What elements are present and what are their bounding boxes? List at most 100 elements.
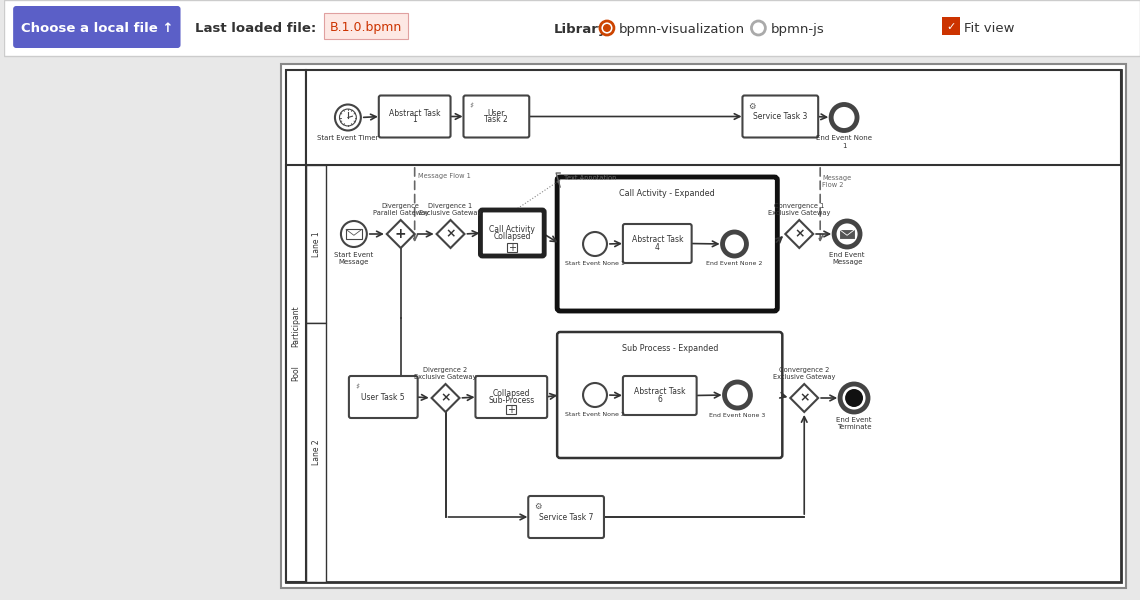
FancyBboxPatch shape	[557, 332, 782, 458]
Circle shape	[845, 389, 863, 407]
Bar	[5, 0, 1140, 56]
Circle shape	[840, 384, 868, 412]
Text: Start Event Timer: Start Event Timer	[317, 136, 378, 142]
Text: ✓: ✓	[946, 22, 955, 32]
Text: Exclusive Gateway: Exclusive Gateway	[768, 210, 830, 216]
Circle shape	[600, 21, 614, 35]
Circle shape	[725, 382, 750, 408]
Text: Library:: Library:	[554, 22, 613, 35]
Text: ⚙: ⚙	[749, 101, 756, 110]
Polygon shape	[785, 220, 813, 248]
Circle shape	[335, 104, 361, 130]
Text: Start Event None 1: Start Event None 1	[565, 261, 625, 266]
Circle shape	[583, 232, 606, 256]
Text: End Event None: End Event None	[816, 136, 872, 142]
FancyBboxPatch shape	[557, 177, 777, 311]
Text: 1: 1	[413, 115, 417, 124]
Circle shape	[341, 221, 367, 247]
FancyBboxPatch shape	[475, 376, 547, 418]
Text: Terminate: Terminate	[837, 424, 871, 430]
Text: Service Task 7: Service Task 7	[539, 512, 593, 521]
FancyBboxPatch shape	[464, 95, 529, 137]
Text: 4: 4	[654, 242, 660, 251]
Text: Sub-Process: Sub-Process	[488, 396, 535, 405]
Text: Divergence 1: Divergence 1	[429, 203, 473, 209]
Text: B.1.0.bpmn: B.1.0.bpmn	[329, 20, 402, 34]
Circle shape	[834, 221, 860, 247]
Text: ×: ×	[446, 227, 456, 241]
Text: Choose a local file ↑: Choose a local file ↑	[21, 22, 173, 35]
Polygon shape	[386, 220, 415, 248]
Text: +: +	[508, 243, 516, 253]
Text: Message
Flow 2: Message Flow 2	[822, 175, 852, 188]
Text: User: User	[488, 109, 505, 118]
Text: Convergence 1: Convergence 1	[774, 203, 824, 209]
Text: Abstract Task: Abstract Task	[389, 109, 440, 118]
Text: Pool: Pool	[292, 365, 301, 382]
Bar	[286, 70, 306, 582]
Text: Exclusive Gateway: Exclusive Gateway	[414, 374, 477, 380]
Circle shape	[603, 24, 611, 32]
Circle shape	[340, 109, 357, 126]
Text: 6: 6	[658, 395, 662, 403]
Text: Start Event None 2: Start Event None 2	[565, 412, 625, 417]
Text: Convergence 2: Convergence 2	[779, 367, 830, 373]
Bar	[286, 165, 306, 582]
Text: Last loaded file:: Last loaded file:	[195, 22, 317, 35]
Bar	[506, 405, 516, 414]
Bar	[306, 165, 326, 323]
Text: Divergence: Divergence	[382, 203, 420, 209]
Text: Exclusive Gateway: Exclusive Gateway	[773, 374, 836, 380]
FancyBboxPatch shape	[622, 224, 692, 263]
Text: ♯: ♯	[470, 101, 473, 110]
Text: ⚙: ⚙	[535, 502, 542, 511]
Circle shape	[583, 383, 606, 407]
Text: End Event None 2: End Event None 2	[707, 261, 763, 266]
Polygon shape	[790, 384, 819, 412]
FancyBboxPatch shape	[378, 95, 450, 137]
Text: Exclusive Gateway: Exclusive Gateway	[420, 210, 482, 216]
Text: End Event: End Event	[837, 417, 872, 423]
Bar	[507, 243, 518, 252]
FancyBboxPatch shape	[942, 17, 960, 35]
Text: Message: Message	[832, 259, 862, 265]
Text: Collapsed: Collapsed	[494, 232, 531, 241]
Text: Sub Process - Expanded: Sub Process - Expanded	[621, 344, 718, 353]
Text: Lane 1: Lane 1	[311, 231, 320, 257]
FancyBboxPatch shape	[480, 210, 544, 256]
Text: ×: ×	[440, 391, 450, 404]
Text: Parallel Gateway: Parallel Gateway	[373, 210, 429, 216]
Bar	[306, 323, 326, 582]
Text: Task 2: Task 2	[484, 115, 508, 124]
Bar	[282, 64, 1126, 588]
Text: ×: ×	[799, 391, 809, 404]
Text: Message Flow 1: Message Flow 1	[417, 173, 471, 179]
Text: 1: 1	[841, 142, 846, 148]
Text: Abstract Task: Abstract Task	[632, 235, 683, 245]
Circle shape	[831, 104, 857, 130]
Text: End Event None 3: End Event None 3	[709, 413, 766, 418]
Text: Start Event: Start Event	[334, 252, 374, 258]
Text: Service Task 3: Service Task 3	[754, 112, 807, 121]
Text: Text Annotation: Text Annotation	[564, 175, 617, 181]
Text: Call Activity - Expanded: Call Activity - Expanded	[619, 189, 715, 198]
Polygon shape	[432, 384, 459, 412]
Text: Abstract Task: Abstract Task	[634, 388, 685, 397]
Text: Message: Message	[339, 259, 369, 265]
FancyBboxPatch shape	[622, 376, 697, 415]
Text: +: +	[507, 405, 515, 415]
Text: Participant: Participant	[292, 305, 301, 347]
Text: bpmn-js: bpmn-js	[771, 22, 824, 35]
Bar	[306, 70, 1121, 165]
Text: Divergence 2: Divergence 2	[423, 367, 467, 373]
Text: bpmn-visualization: bpmn-visualization	[619, 22, 746, 35]
Text: End Event: End Event	[829, 252, 865, 258]
Text: Fit view: Fit view	[963, 22, 1015, 35]
Text: User Task 5: User Task 5	[361, 392, 405, 401]
Text: Lane 2: Lane 2	[311, 440, 320, 466]
FancyBboxPatch shape	[324, 13, 408, 39]
Bar	[347, 229, 361, 239]
Circle shape	[723, 232, 747, 256]
Text: ×: ×	[793, 227, 805, 241]
FancyBboxPatch shape	[349, 376, 417, 418]
